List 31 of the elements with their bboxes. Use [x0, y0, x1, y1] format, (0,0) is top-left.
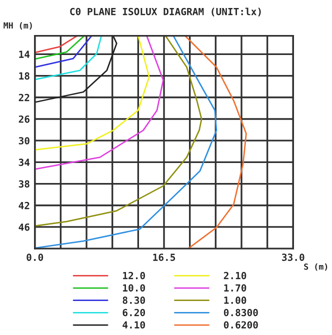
y-tick-label: 18: [19, 72, 30, 80]
y-tick-label: 46: [18, 223, 30, 231]
line-series: [34, 36, 150, 150]
legend-label: 10.0: [123, 284, 145, 292]
y-axis-title: MH (m): [4, 22, 32, 30]
legend-label: 4.10: [122, 321, 145, 329]
x-tick-label: 0.0: [26, 254, 44, 261]
x-axis-title: S (m): [304, 263, 328, 271]
y-tick-label: 22: [18, 94, 30, 102]
y-tick-label: 38: [18, 180, 30, 188]
y-tick-label: 42: [18, 202, 30, 210]
x-tick-label: 33.0: [282, 254, 304, 261]
y-tick-label: 34: [18, 158, 30, 166]
legend-label: 6.20: [122, 308, 145, 316]
line-series: [34, 36, 164, 170]
y-tick-label: 30: [18, 137, 30, 144]
line-series: [184, 36, 247, 249]
legend-label: 8.30: [122, 296, 145, 304]
line-series: [34, 36, 102, 80]
legend-label: 1.00: [224, 296, 246, 304]
line-series: [34, 36, 118, 103]
chart-title: C0 PLANE ISOLUX DIAGRAM (UNIT:lx): [70, 8, 261, 16]
legend-label: 2.10: [224, 272, 246, 280]
y-tick-label: 14: [19, 50, 30, 58]
legend-label: 1.70: [224, 284, 246, 292]
legend-label: 0.6200: [224, 321, 258, 329]
legend-label: 0.8300: [224, 308, 258, 316]
line-series: [34, 36, 202, 227]
y-tick-label: 26: [18, 115, 30, 123]
legend-label: 12.0: [123, 272, 145, 280]
x-tick-label: 16.5: [153, 254, 176, 261]
